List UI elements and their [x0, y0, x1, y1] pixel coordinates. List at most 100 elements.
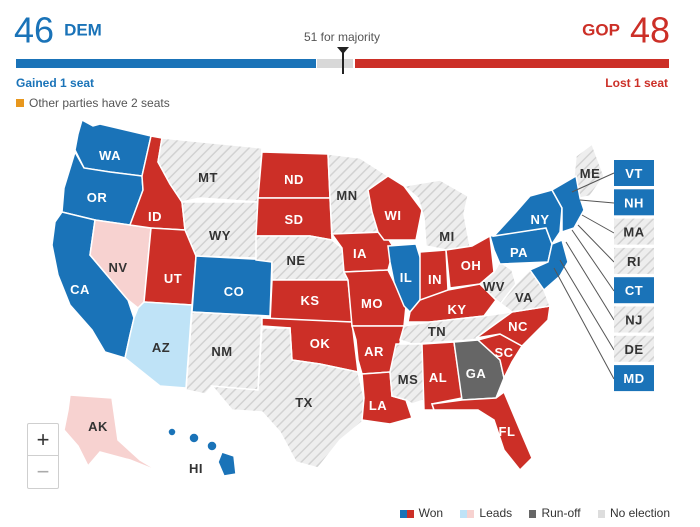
label-LA: LA [369, 398, 387, 413]
dem-party-label: DEM [64, 20, 102, 40]
box-DE[interactable] [614, 335, 654, 362]
label-KY: KY [447, 302, 466, 317]
label-NC: NC [508, 319, 528, 334]
state-labels: WA OR CA NV ID MT WY UT AZ CO NM ND SD N… [70, 148, 600, 476]
box-CT[interactable] [614, 277, 654, 304]
label-AL: AL [429, 370, 447, 385]
label-WI: WI [385, 208, 402, 223]
state-AK[interactable] [63, 394, 161, 473]
label-WY: WY [209, 228, 231, 243]
box-NH[interactable] [614, 189, 654, 216]
gop-party-label: GOP [582, 20, 620, 40]
label-IA: IA [353, 246, 367, 261]
other-parties-note: Other parties have 2 seats [16, 96, 170, 110]
label-MN: MN [336, 188, 357, 203]
label-SC: SC [494, 345, 513, 360]
box-label-NJ: NJ [625, 313, 643, 328]
label-WV: WV [483, 279, 505, 294]
legend-runoff-swatch [529, 510, 537, 518]
label-PA: PA [510, 245, 528, 260]
label-IN: IN [428, 272, 442, 287]
label-ND: ND [284, 172, 304, 187]
gop-seat-count: GOP 48 [582, 8, 670, 50]
legend-runoff: Run-off [529, 506, 581, 520]
label-CA: CA [70, 282, 90, 297]
box-RI[interactable] [614, 247, 654, 274]
label-ID: ID [148, 209, 162, 224]
label-UT: UT [164, 271, 182, 286]
legend-won-label: Won [418, 506, 444, 520]
box-label-MA: MA [623, 225, 644, 240]
state-UT[interactable] [143, 227, 197, 306]
map-legend: Won Leads Run-off No election [386, 506, 670, 520]
label-FL: FL [499, 424, 516, 439]
label-MI: MI [439, 229, 454, 244]
label-VA: VA [515, 290, 533, 305]
zoom-in-button[interactable]: + [36, 427, 50, 452]
state-ME[interactable] [573, 142, 605, 199]
dem-change-label: Gained 1 seat [16, 76, 95, 90]
label-GA: GA [466, 366, 487, 381]
seat-header: 46 DEM 51 for majority GOP 48 Gained 1 s… [0, 0, 700, 120]
other-parties-text: Other parties have 2 seats [29, 96, 170, 110]
label-AZ: AZ [152, 340, 170, 355]
label-NY: NY [530, 212, 549, 227]
box-label-DE: DE [624, 342, 643, 357]
label-AR: AR [364, 344, 384, 359]
dem-seat-count: 46 DEM [14, 8, 102, 50]
box-label-MD: MD [623, 371, 644, 386]
state-FL[interactable] [431, 390, 533, 472]
legend-runoff-label: Run-off [541, 506, 581, 520]
label-SD: SD [284, 212, 303, 227]
legend-leads-dem-swatch [460, 510, 468, 518]
gop-seats-number: 48 [629, 9, 670, 51]
box-label-NH: NH [624, 195, 644, 210]
state-HI[interactable] [167, 427, 237, 477]
label-WA: WA [99, 148, 121, 163]
other-parties-swatch [16, 99, 24, 107]
legend-no-election: No election [597, 506, 670, 520]
box-MA[interactable] [614, 218, 654, 245]
box-MD[interactable] [614, 365, 654, 392]
dem-seats-number: 46 [14, 9, 55, 51]
legend-won-dem-swatch [399, 510, 407, 518]
box-label-CT: CT [625, 283, 643, 298]
label-OR: OR [87, 190, 108, 205]
box-label-VT: VT [625, 166, 643, 181]
legend-leads-label: Leads [479, 506, 513, 520]
label-TX: TX [295, 395, 313, 410]
label-KS: KS [300, 293, 319, 308]
zoom-out-button[interactable]: − [28, 455, 58, 487]
label-OH: OH [461, 258, 482, 273]
undecided-seat-bar [317, 59, 353, 68]
legend-no-election-label: No election [609, 506, 670, 520]
label-NE: NE [286, 253, 305, 268]
majority-label: 51 for majority [303, 30, 381, 44]
majority-marker-triangle [337, 47, 349, 54]
legend-won-gop-swatch [406, 510, 414, 518]
label-NM: NM [211, 344, 232, 359]
majority-marker-line [342, 52, 344, 74]
gop-seat-bar [355, 59, 669, 68]
legend-leads-gop-swatch [467, 510, 475, 518]
label-IL: IL [400, 270, 413, 285]
label-MO: MO [361, 296, 383, 311]
box-VT[interactable] [614, 160, 654, 186]
label-HI: HI [189, 461, 203, 476]
zoom-control: + − [27, 423, 59, 489]
label-OK: OK [310, 336, 331, 351]
state-TX[interactable] [210, 327, 365, 469]
northeast-leader-lines [553, 172, 615, 380]
state-MD-DE-NJ[interactable] [528, 238, 569, 292]
dem-seat-bar [16, 59, 316, 68]
legend-leads: Leads [460, 506, 512, 520]
label-AK: AK [88, 419, 108, 434]
legend-no-election-swatch [597, 510, 605, 518]
state-WI[interactable] [367, 175, 423, 241]
label-CO: CO [224, 284, 245, 299]
box-label-RI: RI [627, 254, 641, 269]
label-MS: MS [398, 372, 419, 387]
box-NJ[interactable] [614, 306, 654, 333]
label-NV: NV [108, 260, 127, 275]
